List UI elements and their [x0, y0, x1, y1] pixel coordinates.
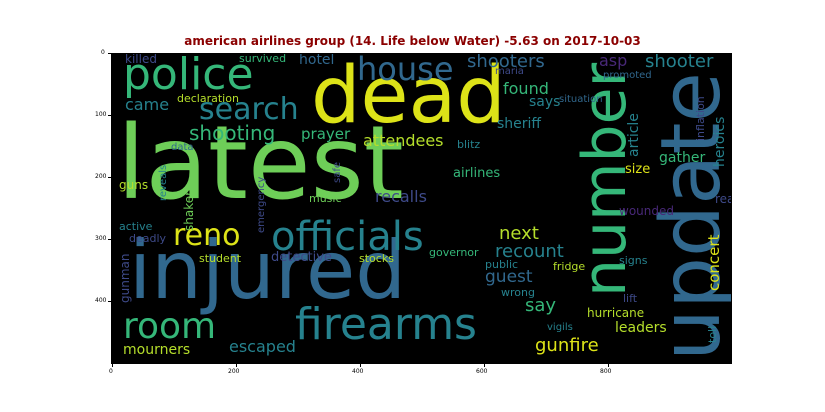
- word-fridge: fridge: [553, 260, 586, 273]
- word-leaders: leaders: [615, 320, 667, 336]
- word-situation: situation: [559, 94, 603, 105]
- x-tick-label: 0: [109, 368, 113, 375]
- word-shaken: shaken: [182, 188, 196, 231]
- word-search: search: [199, 92, 299, 127]
- x-tick-mark: [236, 364, 237, 367]
- word-safe: safe: [332, 161, 343, 183]
- x-tick-mark: [484, 364, 485, 367]
- word-next: next: [499, 223, 539, 244]
- y-tick-label: 0: [101, 49, 105, 56]
- word-firearms: firearms: [295, 299, 477, 350]
- word-promoted: promoted: [603, 70, 652, 81]
- word-active: active: [119, 220, 153, 233]
- plot-title: american airlines group (14. Life below …: [184, 34, 641, 48]
- word-wounded: wounded: [619, 204, 674, 218]
- word-article: article: [626, 113, 642, 157]
- word-blitz: blitz: [457, 138, 481, 151]
- x-tick-mark: [112, 364, 113, 367]
- word-gather: gather: [659, 150, 706, 166]
- word-detective: detective: [271, 250, 332, 265]
- word-room: room: [123, 306, 217, 347]
- word-police: police: [123, 53, 254, 100]
- y-tick-label: 300: [95, 235, 107, 242]
- word-mourners: mourners: [123, 342, 191, 358]
- word-heroics: heroics: [712, 116, 728, 167]
- word-attendees: attendees: [363, 131, 444, 150]
- word-survived: survived: [239, 53, 287, 65]
- word-real: real: [715, 192, 732, 206]
- word-gunfire: gunfire: [535, 335, 599, 356]
- x-tick-mark: [608, 364, 609, 367]
- word-injured: injured: [129, 224, 406, 317]
- x-tick-label: 600: [476, 368, 488, 375]
- word-reno: reno: [173, 218, 241, 253]
- x-tick-label: 800: [600, 368, 612, 375]
- word-music: music: [309, 192, 342, 205]
- x-tick-mark: [360, 364, 361, 367]
- word-dead: dead: [311, 53, 506, 141]
- word-emergency: emergency: [256, 176, 267, 233]
- word-asp: asp: [599, 53, 628, 70]
- word-guns: guns: [119, 178, 149, 192]
- word-latest: latest: [117, 104, 404, 223]
- word-signs: signs: [619, 254, 648, 267]
- word-wrong: wrong: [501, 286, 535, 299]
- y-tick-mark: [108, 239, 111, 240]
- word-toll: toll: [706, 325, 719, 343]
- y-tick-label: 200: [95, 173, 107, 180]
- x-tick-label: 400: [352, 368, 364, 375]
- word-came: came: [125, 95, 170, 114]
- word-inflation: inflation: [694, 96, 707, 141]
- y-tick-mark: [108, 301, 111, 302]
- word-lift: lift: [623, 292, 638, 305]
- word-sheriff: sheriff: [497, 116, 542, 132]
- y-tick-mark: [108, 53, 111, 54]
- word-hurricane: hurricane: [587, 306, 645, 320]
- word-house: house: [357, 53, 454, 88]
- word-killed: killed: [125, 53, 157, 66]
- word-airlines: airlines: [453, 166, 501, 181]
- word-says: says: [529, 94, 561, 110]
- word-stocks: stocks: [359, 252, 394, 265]
- y-tick-mark: [108, 177, 111, 178]
- word-deadly: deadly: [129, 232, 167, 245]
- word-shooting: shooting: [189, 121, 276, 145]
- word-maria: maria: [495, 66, 524, 77]
- word-reveals: reveals: [158, 164, 169, 201]
- word-concert: concert: [705, 234, 723, 291]
- y-tick-label: 400: [95, 297, 107, 304]
- x-tick-label: 200: [228, 368, 240, 375]
- word-say: say: [525, 295, 557, 316]
- word-guest: guest: [485, 267, 533, 287]
- word-declaration: declaration: [177, 92, 239, 105]
- word-data: data: [171, 142, 194, 153]
- word-vigils: vigils: [547, 322, 573, 333]
- word-public: public: [485, 258, 519, 271]
- word-gunman: gunman: [118, 253, 132, 303]
- word-prayer: prayer: [301, 125, 351, 143]
- word-recount: recount: [495, 241, 564, 262]
- word-officials: officials: [271, 214, 424, 260]
- word-recalls: recalls: [375, 187, 427, 206]
- word-cloud-image: latest injured dead update number police…: [111, 53, 732, 364]
- word-shooters: shooters: [467, 53, 545, 72]
- word-escaped: escaped: [229, 337, 296, 356]
- word-shooter: shooter: [645, 53, 714, 72]
- word-governor: governor: [429, 246, 479, 259]
- y-tick-label: 100: [95, 111, 107, 118]
- word-size: size: [625, 162, 651, 177]
- word-found: found: [503, 79, 549, 98]
- y-tick-mark: [108, 115, 111, 116]
- word-hotel: hotel: [299, 53, 335, 68]
- word-student: student: [199, 252, 242, 265]
